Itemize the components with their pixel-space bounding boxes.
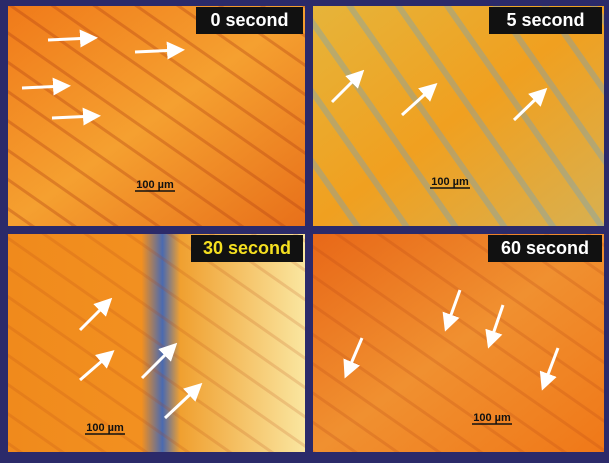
time-label: 0 second [210,10,288,30]
panel: 5 second 100 µm [313,6,604,226]
arrow [52,116,95,118]
time-label: 60 second [501,238,589,258]
scale-bar-label: 100 µm [86,422,124,434]
arrow [22,86,65,88]
panel: 60 second 100 µm [313,234,604,452]
time-label: 5 second [506,10,584,30]
panel: 0 second 100 µm [8,6,305,226]
arrow [135,50,179,52]
texture [313,234,604,452]
panel: 30 second 100 µm [8,234,305,452]
scale-bar-label: 100 µm [431,176,469,188]
figure: 0 second 100 µm 5 second 100 µm 30 secon… [0,0,609,458]
texture [313,6,604,226]
scale-bar-label: 100 µm [136,179,174,191]
scale-bar-label: 100 µm [473,412,511,424]
arrow [48,38,92,40]
texture [8,234,305,452]
time-label: 30 second [203,238,291,258]
